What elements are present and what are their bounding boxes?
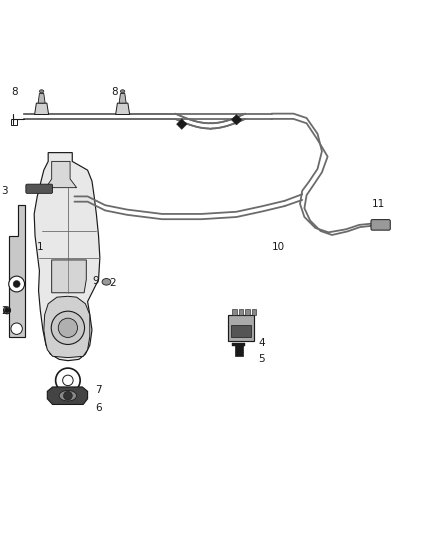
Bar (235, 344, 243, 356)
Text: 1: 1 (36, 242, 43, 252)
Ellipse shape (120, 90, 125, 93)
Text: 7: 7 (95, 385, 102, 395)
Text: 3: 3 (1, 186, 8, 196)
Text: 2: 2 (1, 306, 7, 316)
Text: 4: 4 (258, 338, 265, 348)
Text: 9: 9 (93, 276, 99, 286)
Polygon shape (119, 93, 126, 103)
Text: 2: 2 (110, 278, 116, 288)
Circle shape (11, 323, 22, 334)
Circle shape (13, 280, 20, 287)
Text: 11: 11 (371, 199, 385, 209)
FancyBboxPatch shape (371, 220, 390, 230)
Bar (252, 310, 256, 314)
Circle shape (51, 311, 85, 344)
Text: 10: 10 (272, 242, 285, 252)
Ellipse shape (102, 279, 111, 285)
Polygon shape (38, 93, 45, 103)
Bar (228, 314, 254, 341)
Polygon shape (9, 205, 25, 336)
Circle shape (64, 391, 72, 400)
Text: 6: 6 (95, 402, 102, 413)
Text: 5: 5 (258, 354, 265, 365)
Bar (231, 325, 251, 337)
Polygon shape (116, 103, 130, 115)
Polygon shape (34, 152, 100, 361)
Polygon shape (44, 296, 90, 358)
Bar (239, 310, 243, 314)
Bar (232, 310, 237, 314)
Bar (232, 343, 245, 346)
FancyBboxPatch shape (26, 184, 53, 193)
Ellipse shape (39, 90, 44, 93)
Text: 8: 8 (112, 87, 118, 97)
Circle shape (4, 308, 10, 313)
Bar (11, 119, 17, 125)
Text: 8: 8 (11, 87, 18, 97)
Bar (245, 310, 250, 314)
Ellipse shape (59, 391, 77, 401)
Circle shape (58, 318, 78, 337)
Polygon shape (52, 260, 86, 293)
Polygon shape (47, 387, 88, 405)
Polygon shape (46, 161, 77, 188)
Polygon shape (35, 103, 49, 115)
Circle shape (9, 276, 25, 292)
